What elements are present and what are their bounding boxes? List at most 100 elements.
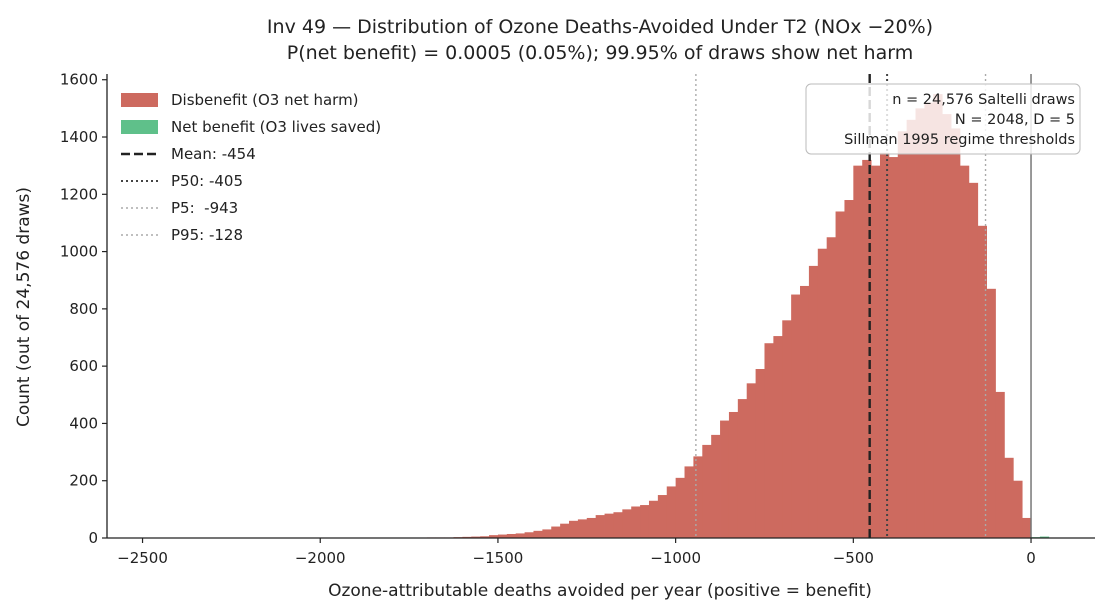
- bar-disbenefit: [506, 533, 517, 538]
- bar-disbenefit: [773, 336, 783, 538]
- annotation-box: n = 24,576 Saltelli draws N = 2048, D = 5…: [805, 83, 1081, 155]
- bar-disbenefit: [977, 225, 987, 539]
- bar-disbenefit: [906, 119, 916, 538]
- bar-disbenefit: [586, 517, 597, 538]
- y-tick-label: 0: [88, 529, 98, 547]
- bar-disbenefit: [746, 383, 756, 538]
- bar-disbenefit: [515, 533, 525, 538]
- bar-disbenefit: [577, 519, 588, 538]
- bar-disbenefit: [1004, 457, 1014, 538]
- bar-disbenefit: [826, 237, 836, 538]
- bar-disbenefit: [808, 265, 819, 538]
- bar-disbenefit: [995, 391, 1005, 538]
- bar-disbenefit: [684, 466, 694, 538]
- bar-disbenefit: [764, 343, 774, 538]
- axes: −2500 −2000 −1500 −1000 −500 0 0 200 400 600 800 10…: [60, 71, 1095, 567]
- annotation-line: n = 24,576 Saltelli draws: [892, 92, 1075, 108]
- bar-disbenefit: [524, 532, 534, 538]
- legend-label: Disbenefit (O3 net harm): [171, 91, 359, 109]
- bar-disbenefit: [942, 114, 952, 538]
- bar-disbenefit: [497, 534, 508, 538]
- bar-disbenefit: [853, 165, 863, 538]
- bar-disbenefit: [782, 320, 792, 538]
- bar-disbenefit: [489, 535, 499, 538]
- annotation-line: N = 2048, D = 5: [955, 112, 1075, 128]
- legend-label: P5: -943: [171, 199, 238, 217]
- chart-subtitle: P(net benefit) = 0.0005 (0.05%); 99.95% …: [287, 42, 913, 64]
- bar-disbenefit: [640, 505, 650, 538]
- bar-disbenefit: [897, 131, 908, 538]
- y-tick-label: 1200: [60, 185, 98, 203]
- bar-disbenefit: [968, 182, 979, 538]
- bar-disbenefit: [622, 509, 632, 538]
- legend-swatch: [121, 93, 158, 107]
- chart-title: Inv 49 — Distribution of Ozone Deaths-Av…: [267, 16, 933, 38]
- bar-disbenefit: [604, 513, 614, 538]
- bar-disbenefit: [835, 211, 845, 539]
- bar-disbenefit: [595, 515, 605, 538]
- legend-label: P95: -128: [171, 226, 243, 244]
- y-tick-label: 200: [69, 472, 98, 490]
- bar-disbenefit: [817, 248, 828, 538]
- bar-disbenefit: [631, 506, 641, 538]
- bar-disbenefit: [569, 520, 579, 538]
- y-tick-label: 1000: [60, 243, 98, 261]
- bar-disbenefit: [862, 159, 872, 538]
- y-axis-label: Count (out of 24,576 draws): [14, 187, 34, 427]
- bar-disbenefit: [666, 486, 677, 538]
- x-tick-label: 0: [1026, 549, 1036, 567]
- bar-disbenefit: [1013, 480, 1023, 538]
- bar-disbenefit: [879, 152, 890, 538]
- bar-disbenefit: [675, 477, 685, 538]
- bar-disbenefit: [471, 536, 481, 538]
- bar-disbenefit: [657, 495, 668, 538]
- bar-disbenefit: [560, 523, 570, 538]
- bar-disbenefit: [933, 94, 943, 539]
- bar-disbenefit: [551, 526, 561, 538]
- x-tick-label: −1500: [473, 549, 524, 567]
- bar-disbenefit: [702, 444, 712, 538]
- y-tick-label: 800: [69, 300, 98, 318]
- bar-disbenefit: [800, 285, 810, 538]
- bar-disbenefit: [959, 165, 970, 538]
- x-tick-label: −2000: [295, 549, 346, 567]
- y-tick-label: 1600: [60, 71, 98, 89]
- y-tick-label: 600: [69, 357, 98, 375]
- bar-disbenefit: [533, 530, 543, 538]
- x-tick-label: −500: [833, 549, 874, 567]
- x-tick-label: −2500: [117, 549, 168, 567]
- x-axis-label: Ozone-attributable deaths avoided per ye…: [328, 581, 872, 601]
- bar-benefit: [1039, 536, 1050, 538]
- bar-disbenefit: [871, 165, 881, 538]
- bar-disbenefit: [915, 108, 925, 539]
- bar-disbenefit: [613, 512, 623, 538]
- x-tick-label: −1000: [650, 549, 701, 567]
- bar-disbenefit: [693, 456, 703, 538]
- bar-disbenefit: [844, 200, 854, 538]
- histogram-bars: [382, 94, 1050, 539]
- bar-disbenefit: [737, 399, 748, 538]
- bar-disbenefit: [986, 288, 996, 538]
- bar-disbenefit: [791, 294, 801, 538]
- bar-disbenefit: [755, 369, 765, 538]
- legend-swatch: [121, 120, 158, 134]
- bar-disbenefit: [951, 128, 961, 539]
- bar-disbenefit: [480, 536, 490, 538]
- bar-disbenefit: [720, 420, 730, 538]
- bar-disbenefit: [711, 434, 721, 538]
- legend-label: P50: -405: [171, 172, 243, 190]
- y-tick-label: 400: [69, 414, 98, 432]
- legend-label: Net benefit (O3 lives saved): [171, 118, 381, 136]
- bar-disbenefit: [542, 529, 552, 538]
- annotation-frame: [805, 83, 1081, 155]
- bar-disbenefit: [888, 157, 899, 538]
- legend: Disbenefit (O3 net harm) Net benefit (O3 …: [121, 91, 381, 244]
- bar-disbenefit: [648, 500, 659, 538]
- bar-disbenefit: [924, 102, 934, 538]
- bar-disbenefit: [728, 411, 739, 538]
- y-tick-label: 1400: [60, 128, 98, 146]
- annotation-line: Sillman 1995 regime thresholds: [844, 132, 1075, 148]
- legend-label: Mean: -454: [171, 145, 256, 163]
- bar-disbenefit: [1022, 517, 1032, 538]
